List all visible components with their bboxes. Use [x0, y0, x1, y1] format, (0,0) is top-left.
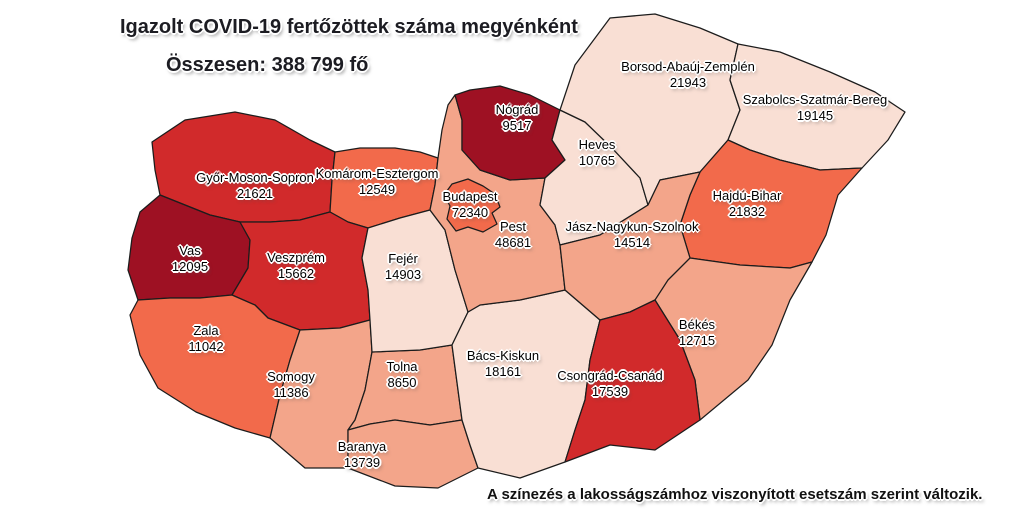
county-name: Borsod-Abaúj-Zemplén — [621, 59, 755, 74]
county-value: 21832 — [728, 204, 766, 219]
county-value: 21943 — [669, 75, 707, 90]
county-name: Nógrád — [495, 102, 539, 117]
county-label-tolna: Tolna 8650 — [386, 359, 417, 391]
county-label-pest: Pest 48681 — [495, 219, 531, 251]
county-value: 12095 — [171, 259, 209, 274]
county-value: 15662 — [277, 266, 315, 281]
county-value: 12715 — [678, 333, 716, 348]
county-label-nograd: Nógrád 9517 — [496, 102, 539, 134]
county-value: 17539 — [591, 384, 629, 399]
county-label-bacs-kiskun: Bács-Kiskun 18161 — [467, 348, 539, 380]
county-label-veszprem: Veszprém 15662 — [267, 250, 325, 282]
county-label-jasz-nagykun-szolnok: Jász-Nagykun-Szolnok 14514 — [566, 219, 699, 251]
county-shape-csongrad-csanad — [564, 299, 701, 463]
county-label-szabolcs-szatmar-bereg: Szabolcs-Szatmár-Bereg 19145 — [743, 92, 888, 124]
county-value: 14903 — [384, 267, 422, 282]
county-label-borsod-abauj-zemplen: Borsod-Abaúj-Zemplén 21943 — [621, 59, 755, 91]
county-label-vas: Vas 12095 — [172, 243, 208, 275]
county-name: Veszprém — [267, 250, 325, 265]
county-name: Heves — [578, 137, 616, 152]
county-name: Vas — [179, 243, 201, 258]
county-value: 48681 — [494, 235, 532, 250]
county-label-fejer: Fejér 14903 — [385, 251, 421, 283]
county-value: 14514 — [613, 235, 651, 250]
county-label-baranya: Baranya 13739 — [338, 439, 386, 471]
county-name: Zala — [193, 323, 219, 338]
county-name: Pest — [499, 219, 526, 234]
county-label-csongrad-csanad: Csongrád-Csanád 17539 — [557, 368, 663, 400]
county-value: 12549 — [358, 182, 396, 197]
county-name: Hajdú-Bihar — [712, 188, 782, 203]
county-name: Bács-Kiskun — [466, 348, 540, 363]
county-value: 8650 — [387, 375, 417, 390]
county-name: Tolna — [386, 359, 418, 374]
county-value: 18161 — [484, 364, 522, 379]
county-label-zala: Zala 11042 — [188, 323, 223, 355]
map-footnote: A színezés a lakosságszámhoz viszonyítot… — [487, 486, 983, 503]
county-name: Fejér — [388, 251, 418, 266]
county-label-heves: Heves 10765 — [579, 137, 616, 169]
county-name: Szabolcs-Szatmár-Bereg — [742, 92, 888, 107]
map-title: Igazolt COVID-19 fertőzöttek száma megyé… — [120, 16, 578, 38]
county-label-hajdu-bihar: Hajdú-Bihar 21832 — [713, 188, 782, 220]
county-name: Csongrád-Csanád — [557, 368, 663, 383]
county-value: 21621 — [236, 186, 274, 201]
county-value: 11042 — [188, 339, 224, 354]
county-name: Somogy — [267, 369, 315, 384]
county-label-gyor-moson-sopron: Győr-Moson-Sopron 21621 — [196, 170, 314, 202]
county-label-komarom-esztergom: Komárom-Esztergom 12549 — [316, 166, 439, 198]
county-value: 13739 — [343, 455, 381, 470]
county-value: 9517 — [502, 118, 532, 133]
county-name: Komárom-Esztergom — [315, 166, 439, 181]
county-label-budapest: Budapest 72340 — [443, 189, 498, 221]
county-name: Jász-Nagykun-Szolnok — [565, 219, 699, 234]
map-subtitle: Összesen: 388 799 fő — [166, 54, 369, 76]
county-value: 11386 — [273, 385, 309, 400]
county-label-somogy: Somogy 11386 — [267, 369, 315, 401]
county-value: 19145 — [796, 108, 834, 123]
county-name: Békés — [678, 317, 716, 332]
county-value: 10765 — [578, 153, 616, 168]
county-name: Budapest — [442, 189, 498, 204]
county-name: Győr-Moson-Sopron — [196, 170, 314, 185]
county-value: 72340 — [451, 205, 489, 220]
county-shape-budapest — [443, 178, 501, 233]
county-name: Baranya — [337, 439, 387, 454]
county-label-bekes: Békés 12715 — [679, 317, 715, 349]
